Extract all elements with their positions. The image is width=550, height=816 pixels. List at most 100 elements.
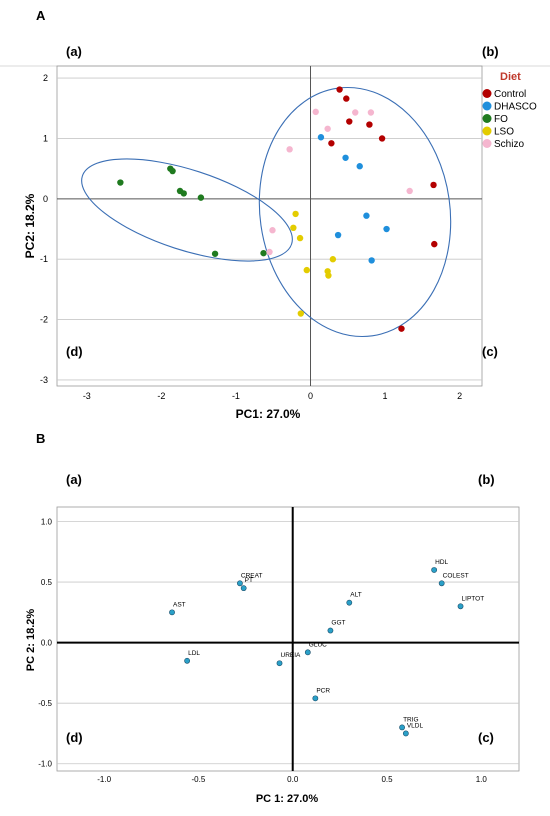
loading-point-liptot bbox=[457, 603, 464, 610]
data-point-control bbox=[328, 140, 335, 147]
quadrant-label-d-b: (d) bbox=[66, 730, 83, 745]
loading-label-pt: PT bbox=[245, 577, 253, 584]
loading-label-ureia: UREIA bbox=[281, 652, 302, 659]
cluster-ellipse-fo bbox=[81, 158, 293, 262]
legend-marker-control bbox=[482, 89, 492, 98]
data-point-schizo bbox=[324, 125, 331, 132]
data-point-schizo bbox=[352, 109, 359, 116]
axes-b bbox=[57, 507, 519, 771]
data-point-dhasco bbox=[383, 225, 390, 233]
legend-entry-lso: LSO bbox=[494, 127, 514, 138]
loading-point-gluc bbox=[304, 649, 311, 656]
x-tick-label-b: 0.0 bbox=[287, 775, 299, 784]
loading-point-pt bbox=[240, 585, 247, 592]
y-tick-label-a: 1 bbox=[43, 133, 48, 143]
quadrant-label-a: (a) bbox=[66, 44, 82, 59]
axes-a bbox=[57, 66, 482, 386]
data-point-schizo bbox=[266, 248, 273, 256]
data-point-lso bbox=[296, 234, 304, 242]
data-point-dhasco bbox=[356, 163, 363, 170]
ticks-b: 1.0 0.5 0.0 -0.5 -1.0 -1.0 -0.5 0.0 0.5 1.0 bbox=[38, 518, 487, 784]
y-tick-label-b: 1.0 bbox=[41, 518, 53, 527]
data-point-dhasco bbox=[317, 134, 325, 141]
data-point-lso bbox=[290, 224, 297, 232]
loading-point-creat bbox=[237, 580, 243, 587]
y-tick-label-a: 2 bbox=[43, 73, 48, 83]
data-point-schizo bbox=[269, 227, 276, 234]
data-point-fo bbox=[260, 249, 267, 257]
loading-point-pcr bbox=[312, 695, 319, 702]
data-point-dhasco bbox=[368, 257, 375, 264]
data-point-fo bbox=[117, 179, 124, 186]
y-tick-label-a: -2 bbox=[40, 315, 48, 325]
data-point-schizo bbox=[367, 109, 375, 116]
legend-entry-control: Control bbox=[494, 89, 526, 100]
data-point-fo bbox=[180, 190, 187, 197]
data-point-lso bbox=[292, 210, 299, 218]
loading-label-trig: TRIG bbox=[403, 716, 419, 723]
data-point-control bbox=[346, 118, 353, 125]
panel-letter-a: A bbox=[36, 8, 46, 23]
data-point-schizo bbox=[312, 108, 319, 116]
quadrant-label-d: (d) bbox=[66, 344, 83, 359]
loading-label-hdl: HDL bbox=[435, 559, 448, 566]
legend-marker-lso bbox=[482, 126, 492, 136]
loading-label-gluc: GLUC bbox=[309, 641, 327, 648]
quadrant-label-b-b: (b) bbox=[478, 472, 495, 487]
x-tick-label-b: -1.0 bbox=[97, 775, 111, 784]
loading-label-pcr: PCR bbox=[316, 687, 330, 694]
legend-entry-fo: FO bbox=[494, 114, 508, 125]
y-axis-label-a: PC2: 18.2% bbox=[23, 193, 37, 258]
y-axis-label-b: PC 2: 18.2% bbox=[25, 609, 37, 672]
x-tick-label-a: 0 bbox=[308, 391, 313, 401]
data-point-fo bbox=[211, 250, 219, 257]
data-point-fo bbox=[197, 194, 205, 201]
data-point-control bbox=[430, 181, 437, 189]
y-tick-label-a: -1 bbox=[40, 254, 48, 264]
x-tick-label-a: -3 bbox=[83, 391, 91, 401]
x-tick-label-a: 2 bbox=[457, 391, 462, 401]
y-tick-label-b: 0.5 bbox=[41, 578, 53, 587]
loading-label-liptot: LIPTOT bbox=[462, 595, 485, 602]
loading-point-ast bbox=[169, 609, 175, 616]
cluster-ellipse-main bbox=[258, 86, 452, 338]
x-tick-label-b: 0.5 bbox=[381, 775, 393, 784]
data-point-control bbox=[398, 325, 405, 332]
x-tick-label-b: 1.0 bbox=[476, 775, 488, 784]
loading-label-alt: ALT bbox=[350, 592, 361, 599]
x-axis-label-a: PC1: 27.0% bbox=[236, 407, 301, 421]
loading-label-ast: AST bbox=[173, 601, 186, 608]
data-point-control bbox=[343, 95, 350, 102]
data-point-control bbox=[378, 135, 386, 142]
quadrant-label-c-b: (c) bbox=[478, 730, 494, 745]
quadrant-label-c: (c) bbox=[482, 344, 498, 359]
quadrant-label-a-b: (a) bbox=[66, 472, 82, 487]
legend-entry-dhasco: DHASCO bbox=[494, 102, 537, 113]
data-point-dhasco bbox=[342, 154, 349, 161]
loading-label-ggt: GGT bbox=[331, 620, 345, 627]
loading-point-hdl bbox=[431, 567, 438, 573]
x-tick-label-a: 1 bbox=[383, 391, 388, 401]
loading-point-colest bbox=[438, 580, 445, 587]
y-tick-label-b: -0.5 bbox=[38, 699, 52, 708]
loading-point-vldl bbox=[402, 730, 409, 737]
loading-label-colest: COLEST bbox=[443, 572, 469, 579]
loading-point-alt bbox=[346, 599, 353, 606]
data-point-control bbox=[366, 121, 373, 128]
x-axis-label-b: PC 1: 27.0% bbox=[256, 793, 319, 805]
loading-point-trig bbox=[399, 724, 405, 731]
data-point-lso bbox=[303, 266, 310, 274]
grid-a bbox=[57, 77, 482, 381]
y-tick-label-a: -3 bbox=[40, 375, 48, 385]
legend-marker-dhasco bbox=[482, 101, 492, 111]
legend-marker-fo bbox=[482, 114, 492, 123]
data-point-dhasco bbox=[334, 231, 342, 239]
loading-label-vldl: VLDL bbox=[407, 722, 424, 729]
data-point-lso bbox=[297, 310, 305, 317]
y-tick-label-a: 0 bbox=[43, 194, 48, 204]
panel-letter-b: B bbox=[36, 431, 45, 446]
data-point-schizo bbox=[406, 187, 413, 195]
data-point-control bbox=[336, 86, 343, 93]
